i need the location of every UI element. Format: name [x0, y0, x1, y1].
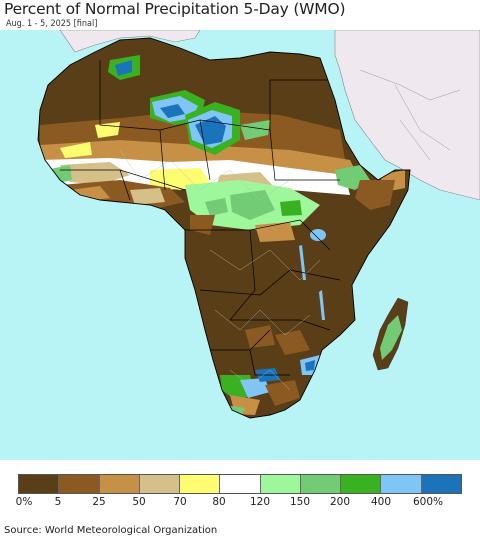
legend-swatch: [59, 475, 100, 493]
madagascar-green: [380, 315, 402, 360]
admin-borders: [119, 149, 321, 391]
europe-land: [59, 30, 201, 53]
legend-swatch: [180, 475, 221, 493]
precipitation-map: [0, 30, 480, 460]
legend-label-150: 150: [289, 496, 311, 508]
legend-label-0: 0%: [15, 496, 33, 508]
legend-label-80: 80: [212, 496, 226, 508]
map-title: Percent of Normal Precipitation 5-Day (W…: [4, 0, 346, 18]
arabia-borders: [359, 69, 461, 161]
arabia-land: [334, 30, 480, 201]
legend-label-120: 120: [249, 496, 271, 508]
legend-swatch: [260, 475, 301, 493]
map-date-range: Aug. 1 - 5, 2025 [final]: [6, 19, 98, 29]
legend-swatch: [300, 475, 342, 493]
legend-labels: 0% 5 25 50 70 80 120 150 200 400 600%: [0, 496, 480, 510]
legend-label-400: 400: [370, 496, 392, 508]
legend-label-5: 5: [54, 496, 62, 508]
legend-swatch: [381, 475, 422, 493]
legend-label-200: 200: [329, 496, 351, 508]
legend-swatch: [99, 475, 140, 493]
legend-swatch: [421, 475, 461, 493]
source-credit: Source: World Meteorological Organizatio…: [4, 525, 218, 536]
legend-swatch: [139, 475, 181, 493]
legend-swatch: [341, 475, 382, 493]
legend-label-50: 50: [132, 496, 146, 508]
legend-colorbar: [18, 474, 462, 494]
legend-label-600: 600%: [412, 496, 444, 508]
legend-label-25: 25: [92, 496, 106, 508]
legend-swatch: [220, 475, 261, 493]
legend-label-70: 70: [173, 496, 187, 508]
legend-swatch: [19, 475, 60, 493]
country-borders: [60, 60, 341, 376]
